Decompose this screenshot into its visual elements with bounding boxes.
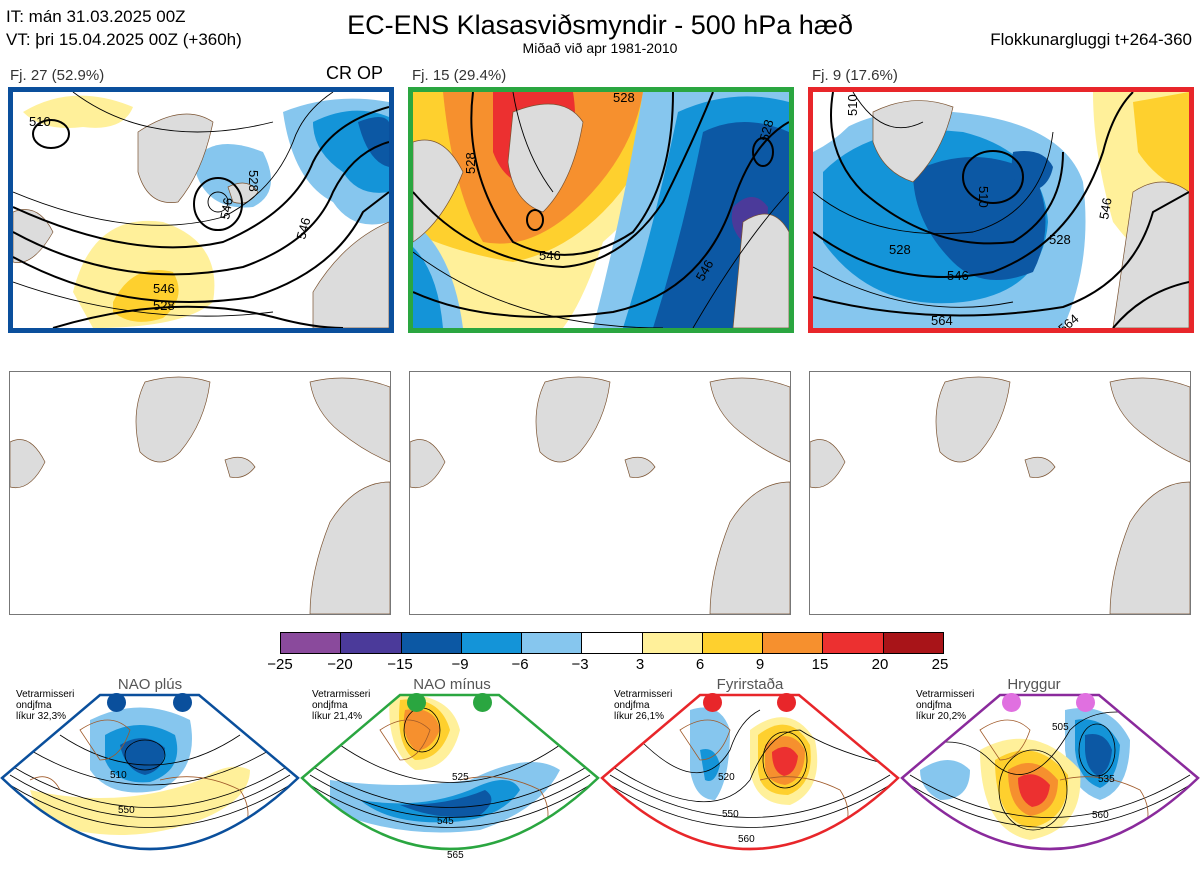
regime-1-info: Vetrarmisseri ondjfma líkur 32,3%: [16, 689, 75, 722]
regime-4-marker-right: [1076, 693, 1095, 712]
cluster-1-tag: CR OP: [326, 63, 384, 83]
colorbar-tick: 6: [695, 656, 705, 673]
cluster-2-contour-label: 528: [463, 152, 478, 174]
regime-3-title: Fyrirstaða: [716, 676, 784, 693]
regime-3-contour-label: 560: [738, 834, 755, 845]
cluster-2-contour-label: 528: [756, 118, 776, 143]
valid-time: VT: þri 15.04.2025 00Z (+360h): [6, 30, 242, 49]
colorbar-tick: 15: [811, 656, 829, 673]
colorbar-swatch: [400, 633, 461, 653]
cluster-2-contour-label: 546: [539, 248, 561, 263]
regime-2-marker-right: [473, 693, 492, 712]
cluster-1-contour-label: 510: [29, 114, 51, 129]
colorbar-tick: 20: [871, 656, 889, 673]
colorbar: [280, 632, 944, 654]
colorbar-tick: −6: [511, 656, 529, 673]
colorbar-swatch: [460, 633, 522, 653]
cluster-1-label: Fj. 27 (52.9%): [10, 67, 105, 84]
regime-2-info: Vetrarmisseri ondjfma líkur 21,4%: [312, 689, 371, 722]
regime-2-title: NAO mínus: [413, 676, 491, 693]
cluster-3-contour-label: 546: [947, 268, 969, 283]
colorbar-swatch: [281, 633, 341, 653]
regime-2-contour-label: 545: [437, 816, 454, 827]
basemap-2: [409, 371, 791, 615]
regime-4-map: 505 535 560: [900, 690, 1200, 871]
page-title: EC-ENS Klasasviðsmyndir - 500 hPa hæð: [347, 10, 853, 40]
cluster-3-label: Fj. 9 (17.6%): [812, 67, 898, 84]
cluster-3-contour-label: 546: [1096, 197, 1115, 221]
regime-2-marker-left: [407, 693, 426, 712]
basemap-1: [9, 371, 391, 615]
colorbar-tick: −15: [387, 656, 413, 673]
classification-window: Flokkunargluggi t+264-360: [990, 30, 1192, 49]
cluster-2-label: Fj. 15 (29.4%): [412, 67, 507, 84]
regime-3-marker-left: [703, 693, 722, 712]
regime-3-map: 520 550 560: [600, 690, 900, 871]
colorbar-swatch: [581, 633, 642, 653]
regime-4-marker-left: [1002, 693, 1021, 712]
regime-1-title: NAO plús: [117, 676, 183, 693]
regime-4-title: Hryggur: [1007, 676, 1061, 693]
header-info: IT: mán 31.03.2025 00Z VT: þri 15.04.202…: [6, 5, 242, 51]
cluster-3-contour-label: 564: [931, 313, 953, 328]
regime-2-contour-label: 565: [447, 850, 464, 861]
cluster-2-map: 528 528 546 528 546: [408, 87, 794, 333]
colorbar-swatch: [521, 633, 582, 653]
colorbar-tick: −9: [451, 656, 469, 673]
cluster-1-contour-label: 546: [293, 216, 313, 241]
cluster-1-contour-label: 528: [153, 298, 175, 313]
cluster-1-map: 510 546 528 546 528 546: [8, 87, 394, 333]
cluster-3-contour-label: 528: [889, 242, 911, 257]
colorbar-tick: 25: [931, 656, 949, 673]
colorbar-tick: −25: [267, 656, 293, 673]
cluster-2-contour-label: 528: [613, 92, 635, 105]
regime-2-map: 525 545 565: [300, 690, 600, 871]
regime-1-map: 510 550: [0, 690, 300, 871]
regime-4-contour-label: 535: [1098, 774, 1115, 785]
colorbar-tick: −3: [571, 656, 589, 673]
colorbar-tick: 3: [635, 656, 645, 673]
colorbar-tick: 9: [755, 656, 765, 673]
regime-1-contour-label: 510: [110, 770, 127, 781]
colorbar-swatch: [641, 633, 702, 653]
colorbar-swatch: [340, 633, 401, 653]
colorbar-swatch: [882, 633, 943, 653]
basemap-3: [809, 371, 1191, 615]
regime-1-marker-left: [107, 693, 126, 712]
regime-4-contour-label: 505: [1052, 722, 1069, 733]
colorbar-swatch: [701, 633, 763, 653]
colorbar-swatch: [762, 633, 823, 653]
cluster-1-contour-label: 546: [217, 197, 236, 221]
cluster-3-contour-label: 510: [845, 94, 860, 116]
regime-3-info: Vetrarmisseri ondjfma líkur 26,1%: [614, 689, 673, 722]
cluster-3-map: 510 528 546 564 546 528 510 564: [808, 87, 1194, 333]
regime-3-contour-label: 550: [722, 809, 739, 820]
colorbar-swatch: [822, 633, 883, 653]
regime-3-marker-right: [777, 693, 796, 712]
regime-2-contour-label: 525: [452, 772, 469, 783]
regime-1-marker-right: [173, 693, 192, 712]
regime-1-contour-label: 550: [118, 805, 135, 816]
page-subtitle: Miðað við apr 1981-2010: [522, 40, 678, 56]
initial-time: IT: mán 31.03.2025 00Z: [6, 7, 186, 26]
cluster-3-contour-label: 528: [1049, 232, 1071, 247]
colorbar-tick: −20: [327, 656, 353, 673]
regime-4-info: Vetrarmisseri ondjfma líkur 20,2%: [916, 689, 975, 722]
regime-4-contour-label: 560: [1092, 810, 1109, 821]
cluster-1-contour-label: 528: [246, 170, 261, 192]
cluster-3-contour-label: 510: [976, 186, 991, 208]
regime-3-contour-label: 520: [718, 772, 735, 783]
cluster-1-contour-label: 546: [153, 281, 175, 296]
